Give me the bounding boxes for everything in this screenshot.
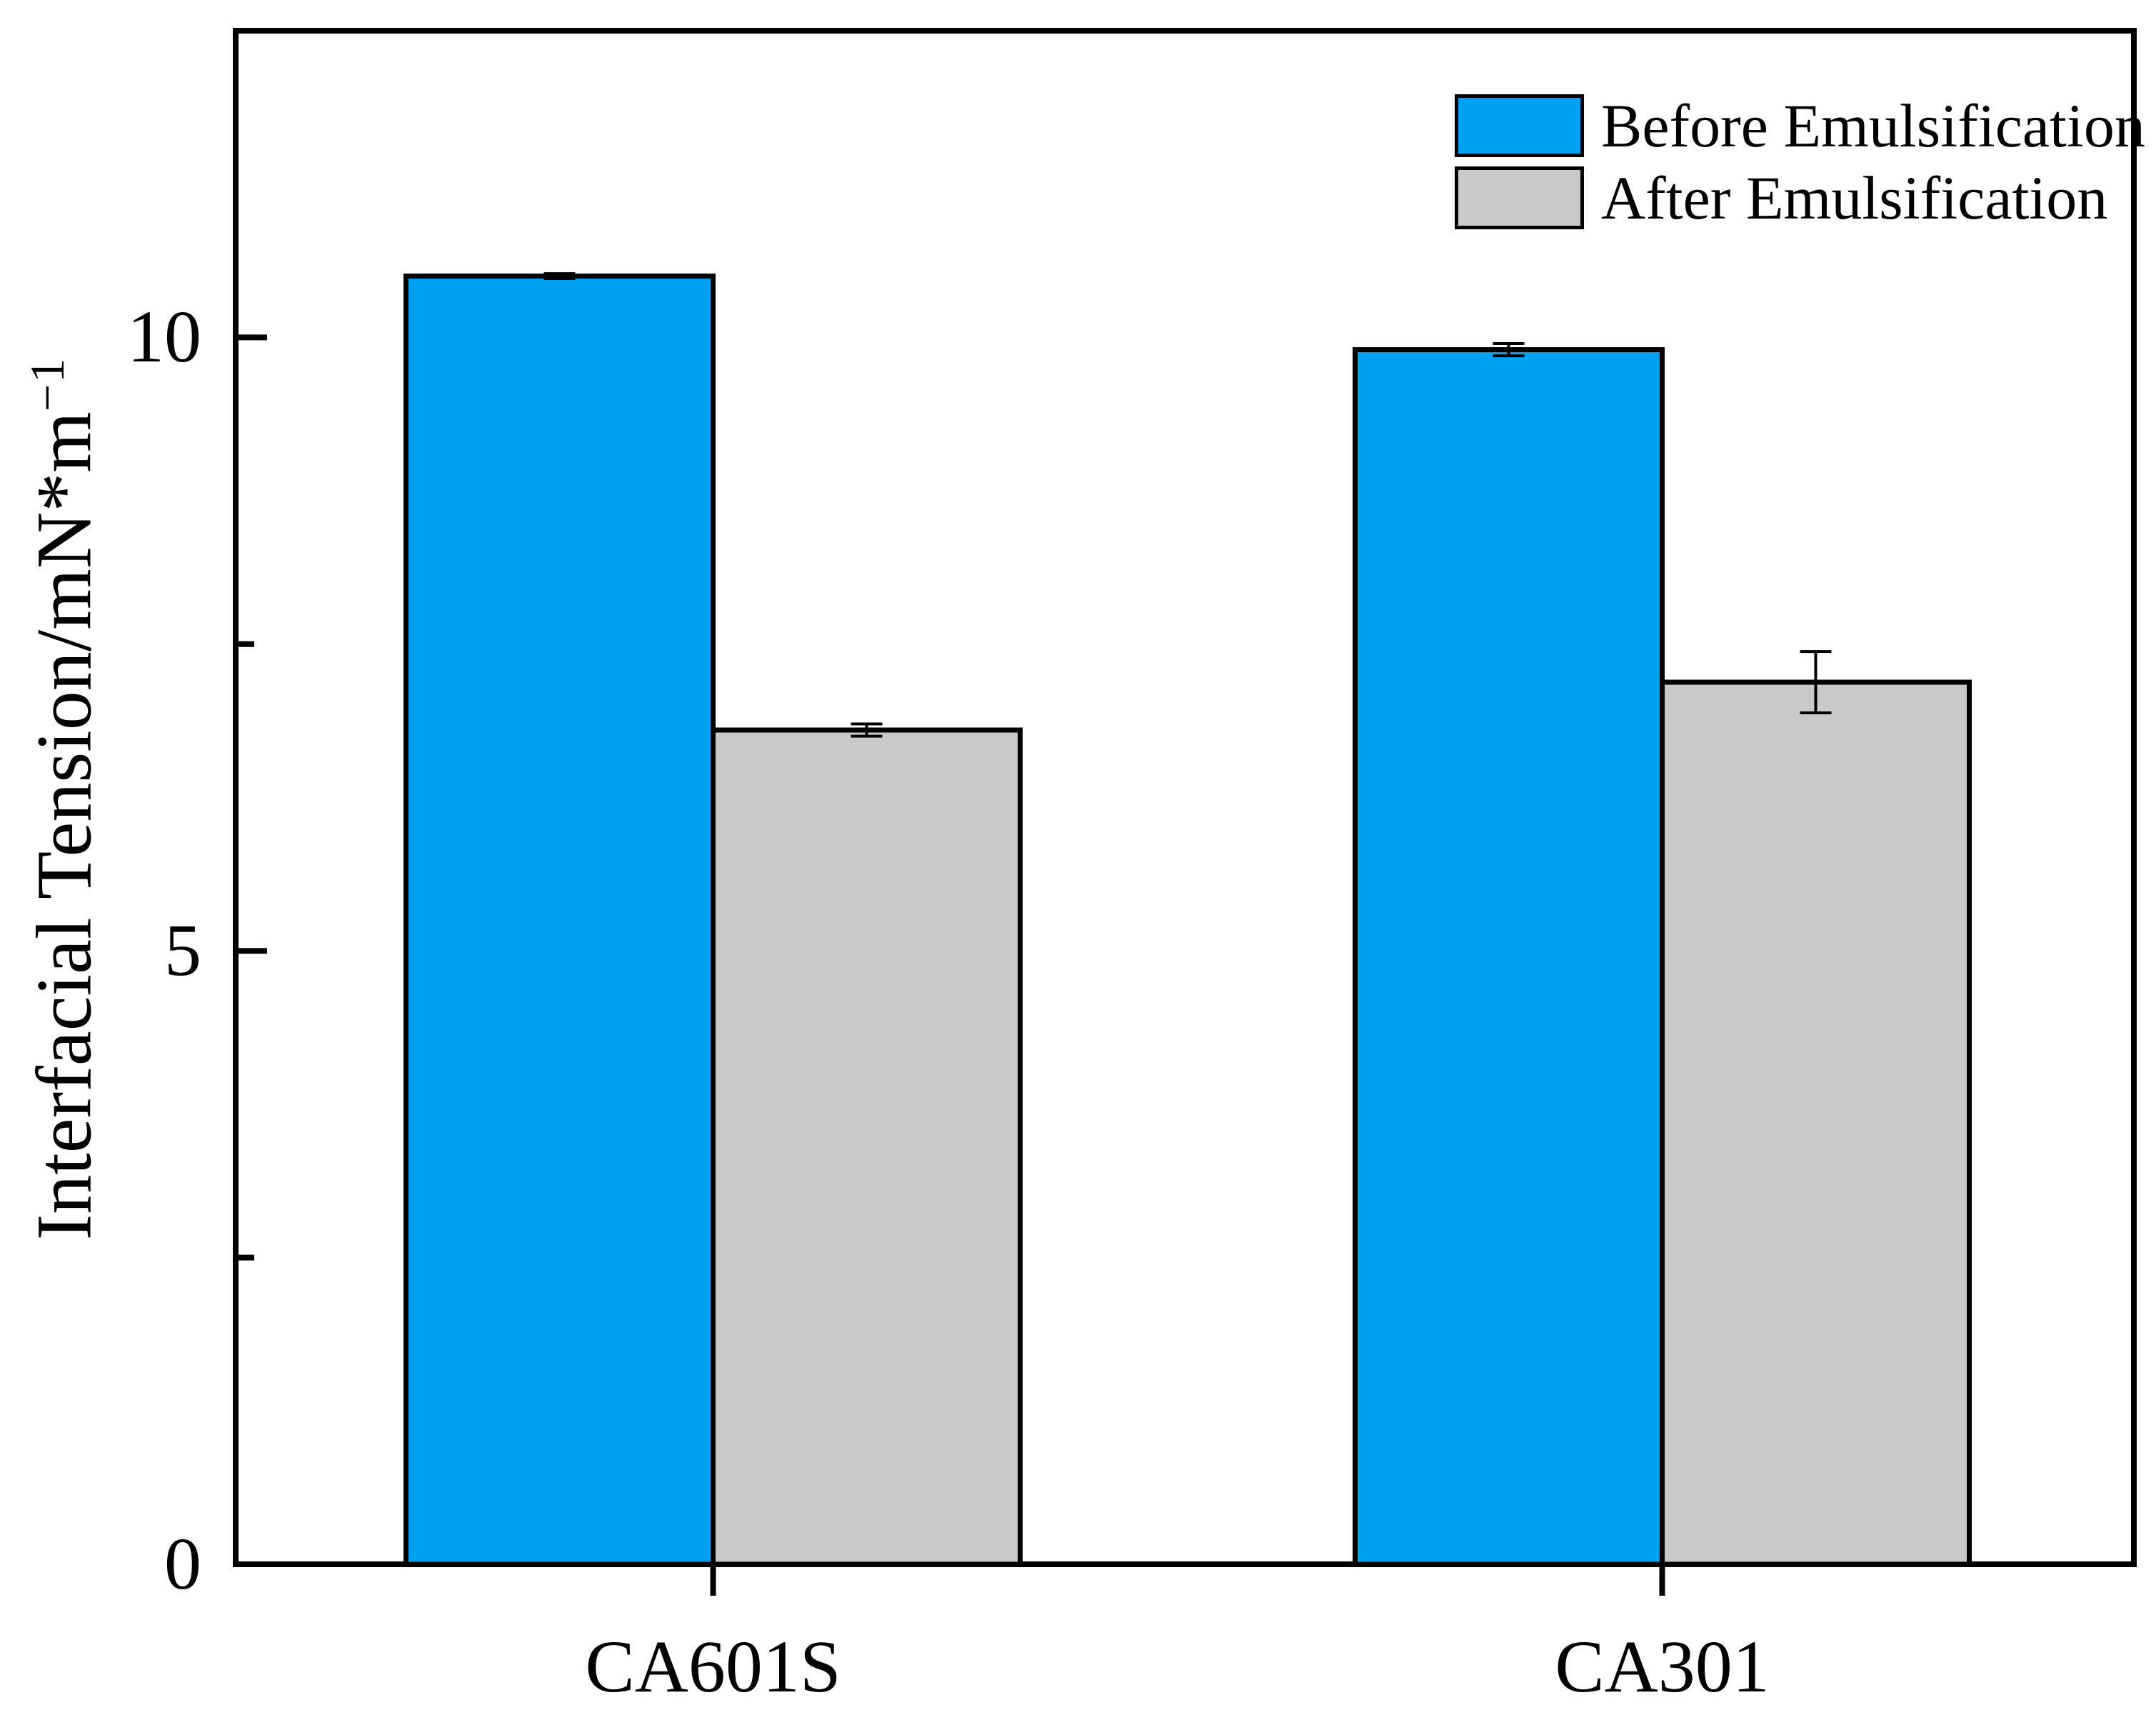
y-axis-title-text: Interfacial Tension/mN*m: [20, 411, 108, 1241]
legend-label-after: After Emulsification: [1601, 164, 2108, 232]
x-category-label: CA601S: [585, 1626, 841, 1708]
bar-after-emulsification-CA301: [1660, 679, 1972, 1567]
error-bar: [851, 722, 883, 738]
error-bar: [1493, 341, 1525, 358]
legend-item-before: Before Emulsification: [1455, 94, 2145, 157]
bar-before-emulsification-CA301: [1353, 347, 1665, 1567]
x-category-label: CA301: [1555, 1626, 1770, 1708]
y-tick-label: 0: [164, 1523, 201, 1605]
legend-item-after: After Emulsification: [1455, 166, 2107, 229]
legend-swatch-before-icon: [1455, 94, 1584, 157]
bar-before-emulsification-CA601S: [403, 274, 716, 1567]
y-tick-label: 10: [127, 296, 201, 379]
error-bar: [1800, 650, 1832, 714]
y-tick-label: 5: [164, 909, 201, 992]
legend-swatch-after-icon: [1455, 166, 1584, 229]
error-bar: [543, 272, 576, 280]
y-axis-title: Interfacial Tension/mN*m−1: [20, 357, 108, 1241]
bar-after-emulsification-CA601S: [711, 727, 1023, 1567]
legend-label-before: Before Emulsification: [1601, 91, 2145, 160]
